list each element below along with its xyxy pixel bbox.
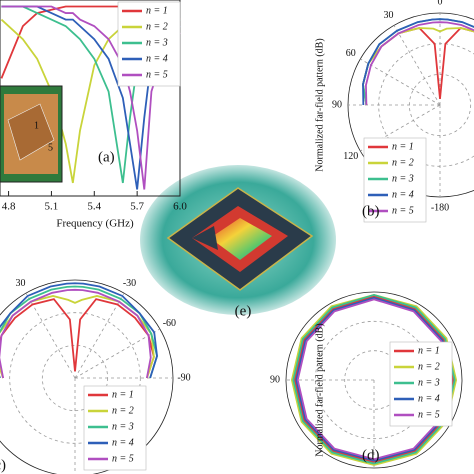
data-line bbox=[362, 27, 474, 106]
panel-e-image bbox=[140, 165, 336, 315]
legend-label: n = 2 bbox=[392, 157, 414, 168]
angle-tick-label: 90 bbox=[332, 99, 342, 110]
data-line bbox=[362, 18, 474, 106]
grid-spoke bbox=[25, 292, 76, 379]
angle-tick-label: -60 bbox=[163, 318, 176, 329]
x-axis-label: Frequency (GHz) bbox=[56, 218, 134, 230]
data-line bbox=[0, 282, 158, 379]
legend-label: n = 1 bbox=[392, 141, 414, 152]
angle-tick-label: 60 bbox=[346, 48, 356, 59]
angle-tick-label: 120 bbox=[343, 151, 358, 162]
legend-label: n = 3 bbox=[418, 377, 440, 388]
data-line bbox=[0, 295, 155, 379]
angle-tick-label: 0 bbox=[438, 0, 443, 7]
legend-label: n = 1 bbox=[418, 345, 440, 356]
legend-label: n = 4 bbox=[392, 189, 414, 200]
grid-circle bbox=[9, 312, 141, 444]
legend-label: n = 5 bbox=[112, 453, 134, 464]
grid-spoke bbox=[74, 292, 125, 379]
legend-label: n = 3 bbox=[146, 37, 168, 48]
y-axis-label: Normalized far-field pattern (dB) bbox=[314, 323, 325, 456]
data-line bbox=[0, 288, 152, 379]
angle-tick-label: -90 bbox=[177, 372, 190, 383]
angle-tick-label: 90 bbox=[270, 374, 280, 385]
panel-label: (e) bbox=[235, 303, 252, 319]
legend-label: n = 1 bbox=[112, 389, 134, 400]
data-line bbox=[0, 285, 158, 379]
legend-label: n = 4 bbox=[418, 393, 440, 404]
panel-label: (c) bbox=[0, 457, 6, 473]
legend-label: n = 2 bbox=[418, 361, 440, 372]
inset-label: 1 bbox=[34, 120, 39, 131]
panel-label: (a) bbox=[98, 149, 115, 165]
data-line bbox=[0, 298, 155, 379]
angle-tick-label: -30 bbox=[123, 278, 136, 289]
data-line bbox=[1, 5, 181, 190]
inset-label: 5 bbox=[48, 142, 53, 153]
legend-label: n = 4 bbox=[146, 53, 168, 64]
x-tick-label: 6.0 bbox=[173, 201, 187, 213]
legend-label: n = 3 bbox=[112, 421, 134, 432]
legend-label: n = 4 bbox=[112, 437, 134, 448]
y-axis-label: Normalized far-field pattern (dB) bbox=[314, 38, 325, 171]
panel-label: (d) bbox=[362, 447, 380, 463]
plot-frame bbox=[0, 0, 181, 197]
x-tick-label: 4.8 bbox=[2, 201, 16, 213]
legend-label: n = 5 bbox=[146, 69, 168, 80]
x-tick-label: 5.7 bbox=[130, 201, 144, 213]
legend-label: n = 3 bbox=[392, 173, 414, 184]
x-tick-label: 5.1 bbox=[45, 201, 59, 213]
angle-tick-label: 30 bbox=[384, 10, 394, 21]
legend-label: n = 5 bbox=[418, 409, 440, 420]
x-tick-label: 5.4 bbox=[87, 201, 101, 213]
grid-spoke bbox=[74, 328, 161, 379]
legend-label: n = 2 bbox=[146, 21, 168, 32]
data-line bbox=[365, 21, 474, 106]
legend-label: n = 5 bbox=[392, 205, 414, 216]
angle-tick-label: -180 bbox=[431, 202, 449, 213]
data-line bbox=[1, 5, 181, 190]
legend-label: n = 2 bbox=[112, 405, 134, 416]
grid-circle bbox=[285, 291, 463, 469]
angle-tick-label: 30 bbox=[16, 278, 26, 289]
inset-patch bbox=[7, 103, 55, 161]
panel-label: (b) bbox=[362, 203, 380, 219]
legend-label: n = 1 bbox=[146, 5, 168, 16]
